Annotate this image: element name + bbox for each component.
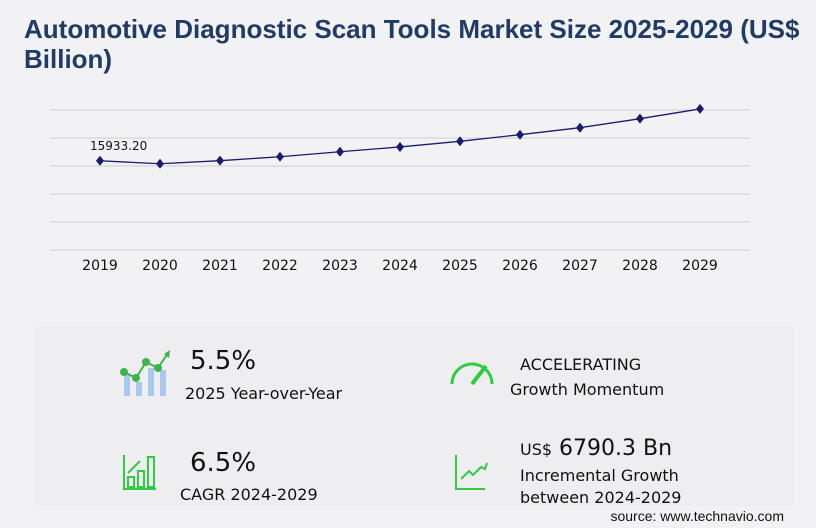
x-tick-label: 2020 [142, 258, 178, 274]
kpi-panel [34, 326, 794, 506]
data-point [636, 113, 644, 124]
incremental-label-2: between 2024-2029 [520, 488, 682, 507]
x-tick-label: 2022 [262, 258, 298, 274]
growth-bar-chart-icon [120, 350, 170, 396]
trend-up-icon [455, 455, 488, 490]
momentum-value: ACCELERATING [520, 355, 642, 374]
momentum-label: Growth Momentum [510, 380, 665, 399]
x-tick-label: 2023 [322, 258, 358, 274]
data-point [336, 146, 344, 157]
data-point [456, 136, 464, 147]
x-tick-label: 2024 [382, 258, 418, 274]
data-point [276, 151, 284, 162]
incremental-amount: 6790.3 Bn [559, 436, 673, 461]
x-tick-label: 2019 [82, 258, 118, 274]
series-line [99, 108, 701, 165]
x-tick-label: 2025 [442, 258, 478, 274]
incremental-value: US$ 6790.3 Bn [520, 436, 672, 461]
data-point [396, 141, 404, 152]
data-point [576, 122, 584, 133]
data-label: 15933.20 [90, 139, 147, 153]
x-tick-label: 2021 [202, 258, 238, 274]
x-tick-label: 2026 [502, 258, 538, 274]
line-chart: 2019 15933.20 2020 2021 2022 2023 2024 2025 2026… [50, 103, 750, 274]
x-tick-label: 2029 [682, 258, 718, 274]
data-point [696, 103, 704, 114]
x-tick-label: 2027 [562, 258, 598, 274]
data-point [516, 129, 524, 140]
incremental-label-1: Incremental Growth [520, 466, 679, 485]
data-point [96, 155, 104, 166]
yoy-label: 2025 Year-over-Year [185, 384, 343, 403]
page-title: Automotive Diagnostic Scan Tools Market … [24, 14, 800, 74]
yoy-value: 5.5% [190, 346, 257, 376]
cagr-label: CAGR 2024-2029 [180, 485, 318, 504]
cagr-chart-icon [123, 455, 156, 490]
speedometer-icon [450, 362, 494, 386]
source-note: source: www.technavio.com [610, 508, 784, 524]
currency-prefix: US$ [520, 440, 553, 459]
data-point [216, 155, 224, 166]
x-tick-label: 2028 [622, 258, 658, 274]
cagr-value: 6.5% [190, 448, 257, 478]
data-point [156, 158, 164, 169]
